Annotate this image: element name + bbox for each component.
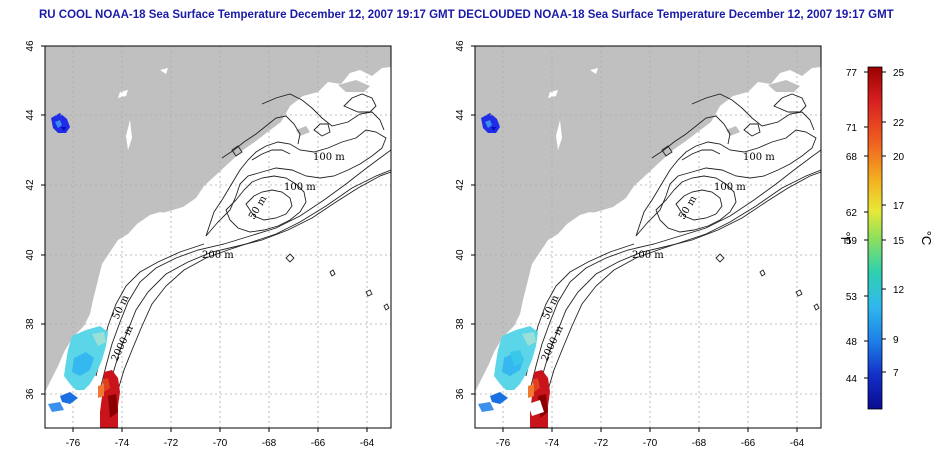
lat-tick-label: 42: [455, 179, 466, 191]
colorbar-c-tick: 22: [893, 118, 905, 129]
lat-tick-label: 46: [25, 40, 36, 52]
lon-tick-label: -74: [545, 438, 560, 449]
lon-tick-label: -68: [262, 438, 277, 449]
lat-tick-label: 38: [25, 318, 36, 330]
colorbar-f-tick: 68: [846, 152, 858, 163]
lon-tick-label: -66: [741, 438, 756, 449]
lon-tick-label: -72: [594, 438, 609, 449]
map-right: [475, 46, 821, 428]
colorbar-c-tick: 25: [893, 68, 905, 79]
colorbar-c-tick: 20: [893, 152, 905, 163]
colorbar-f-tick: 48: [846, 337, 858, 348]
contour-label: 100 m: [313, 152, 345, 163]
lat-tick-label: 46: [455, 40, 466, 52]
lat-tick-label: 36: [455, 388, 466, 400]
lon-tick-label: -68: [692, 438, 707, 449]
colorbar-unit-f: °F: [838, 231, 853, 244]
lon-tick-label: -64: [790, 438, 805, 449]
contour-label: 100 m: [714, 182, 746, 193]
colorbar-f-tick: 71: [846, 123, 858, 134]
lon-tick-label: -70: [213, 438, 228, 449]
lat-tick-label: 40: [455, 249, 466, 261]
sst-colorbar: [867, 66, 883, 410]
lat-tick-label: 38: [455, 318, 466, 330]
map-title-left: RU COOL NOAA-18 Sea Surface Temperature …: [39, 9, 455, 21]
lat-tick-label: 42: [25, 179, 36, 191]
lat-tick-label: 36: [25, 388, 36, 400]
colorbar-c-tick: 17: [893, 201, 905, 212]
lon-tick-label: -72: [164, 438, 179, 449]
colorbar-c-tick: 9: [893, 335, 899, 346]
map-title-right: DECLOUDED NOAA-18 Sea Surface Temperatur…: [458, 9, 894, 21]
lat-tick-label: 44: [455, 109, 466, 121]
colorbar-f-tick: 77: [846, 68, 858, 79]
colorbar-c-tick: 15: [893, 236, 905, 247]
contour-label: 200 m: [202, 250, 234, 261]
lon-tick-label: -74: [115, 438, 130, 449]
contour-label: 100 m: [284, 182, 316, 193]
colorbar-unit-c: °C: [919, 231, 934, 246]
lon-tick-label: -76: [496, 438, 511, 449]
colorbar-f-tick: 44: [846, 374, 858, 385]
contour-label: 100 m: [743, 152, 775, 163]
map-left-frame: [44, 45, 392, 429]
colorbar-f-tick: 59: [846, 236, 858, 247]
map-right-frame: [474, 45, 822, 429]
colorbar-c-tick: 7: [893, 368, 899, 379]
map-left: [45, 46, 391, 428]
colorbar-f-tick: 62: [846, 208, 858, 219]
colorbar-c-tick: 12: [893, 285, 905, 296]
lon-tick-label: -66: [311, 438, 326, 449]
colorbar-f-tick: 53: [846, 292, 858, 303]
lon-tick-label: -64: [360, 438, 375, 449]
contour-label: 200 m: [632, 250, 664, 261]
lat-tick-label: 44: [25, 109, 36, 121]
lon-tick-label: -76: [66, 438, 81, 449]
lon-tick-label: -70: [643, 438, 658, 449]
lat-tick-label: 40: [25, 249, 36, 261]
